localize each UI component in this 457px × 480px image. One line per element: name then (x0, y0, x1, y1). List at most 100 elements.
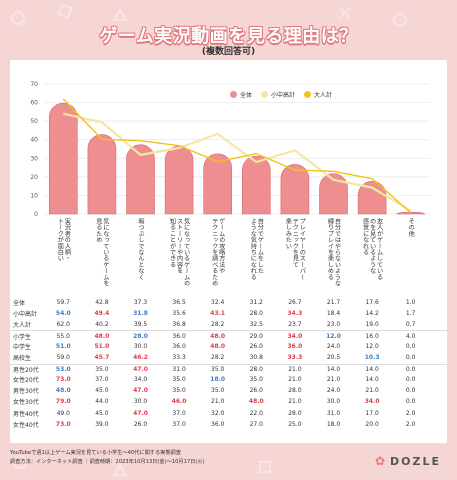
table-cell: 47.0 (133, 387, 148, 395)
table-cell: 35.0 (249, 376, 263, 384)
bar (280, 164, 310, 215)
x-tick-label: その他 (407, 218, 414, 238)
table-row-label: 男性30代 (13, 388, 39, 396)
x-tick-label: ような気持ちになれる (249, 218, 256, 280)
table-cell: 21.0 (288, 366, 302, 374)
table-cell: 28.2 (211, 320, 225, 328)
table-cell: 53.0 (55, 366, 71, 374)
table-row: 男性30代 48.0 45.0 47.0 35.0 35.0 26.0 28.0 24.0 21.… (10, 386, 447, 396)
table-cell: 34.3 (287, 309, 303, 317)
chart-card (10, 60, 447, 443)
table-cell: 26.7 (288, 298, 302, 306)
bar (319, 173, 348, 215)
table-cell: 59.7 (56, 298, 70, 306)
table-cell: 27.0 (249, 420, 263, 428)
x-tick-label: 自分でゲームをした (256, 217, 263, 274)
x-tick-label: 暇つぶしでなんとなく (137, 218, 144, 280)
table-cell: 28.0 (288, 409, 302, 417)
table-row: 女性30代 79.0 44.0 30.0 46.0 21.0 48.0 21.0 30.0 34.… (10, 397, 447, 407)
table-cell: 32.0 (211, 409, 225, 417)
table-cell: 22.0 (249, 409, 263, 417)
table-cell: 35.0 (95, 366, 109, 374)
table-cell: 39.0 (95, 420, 109, 428)
table-cell: 42.8 (95, 298, 109, 306)
table-row-label: 男性40代 (13, 410, 39, 418)
table-cell: 0.0 (405, 342, 416, 350)
legend-label-minors: 小中高計 (271, 92, 296, 99)
table-cell: 33.3 (287, 354, 303, 361)
table-cell: 32.5 (249, 320, 263, 328)
table-row-label: 小学生 (13, 333, 32, 341)
table-row-label: 男性20代 (13, 367, 39, 375)
table-cell: 45.7 (94, 354, 110, 361)
table-row-label: 女性40代 (13, 421, 39, 429)
bar (357, 181, 387, 215)
table-cell: 54.0 (55, 309, 71, 317)
table-cell: 21.0 (288, 376, 302, 384)
y-tick-label: 10 (30, 192, 38, 199)
x-tick-label: ストーリーや内容を (176, 218, 183, 274)
table-cell: 34.0 (133, 376, 148, 384)
table-cell: 0.0 (405, 354, 416, 361)
table-cell: 32.4 (211, 298, 225, 306)
x-tick-label: 自分ではやらないような (334, 217, 341, 286)
chart-legend: 全体 小中高計 大人計 (230, 90, 332, 99)
bar (203, 153, 232, 215)
table-cell: 25.0 (288, 420, 302, 428)
table-cell: 20.5 (326, 354, 341, 361)
x-tick-label: ゲームの攻略方法や (218, 217, 225, 274)
table-row: 高校生 59.0 45.7 46.2 33.3 28.2 30.8 33.3 20.5 10.3 0… (10, 353, 447, 363)
table-row-label: 大人計 (13, 321, 32, 329)
table-cell: 14.0 (326, 366, 341, 374)
table-cell: 51.0 (94, 342, 110, 350)
legend-swatch-overall (230, 91, 237, 98)
table-cell: 16.0 (365, 332, 379, 340)
table-cell: 49.0 (56, 409, 70, 417)
table-cell: 35.0 (172, 387, 186, 395)
table-cell: 12.0 (365, 342, 379, 350)
table-row: 全体 59.7 42.8 37.3 36.5 32.4 31.2 26.7 21.7 17.6 1.… (10, 297, 447, 307)
brand-name: DOZLE (390, 454, 441, 468)
table-row-label: 高校生 (13, 355, 32, 362)
brand-logo: ✿ DOZLE (375, 454, 441, 468)
legend-label-overall: 全体 (240, 92, 253, 99)
x-tick-label: 感覚になれる (362, 217, 369, 255)
table-cell: 14.0 (365, 376, 379, 384)
table-row-label: 女性20代 (13, 377, 39, 385)
table-cell: 20.0 (365, 420, 379, 428)
bar (242, 155, 271, 215)
table-cell: 35.0 (211, 366, 225, 374)
table-cell: 30.8 (249, 354, 263, 361)
bar (87, 134, 117, 215)
table-cell: 33.3 (172, 354, 186, 361)
table-cell: 48.0 (210, 332, 226, 340)
table-cell: 59.0 (56, 354, 70, 361)
table-cell: 36.8 (172, 320, 186, 328)
table-cell: 1.7 (405, 309, 416, 317)
table-cell: 17.0 (365, 409, 379, 417)
table-cell: 31.2 (249, 298, 263, 306)
table-cell: 46.2 (133, 354, 148, 361)
table-cell: 31.0 (326, 409, 341, 417)
x-tick-label: 気になっているゲームを (102, 217, 109, 286)
table-cell: 0.0 (405, 387, 416, 395)
table-cell: 0.0 (405, 398, 416, 406)
table-cell: 23.7 (288, 320, 302, 328)
table-cell: 34.0 (364, 398, 380, 406)
page-subtitle: (複数回答可) (201, 47, 256, 57)
table-cell: 28.0 (249, 366, 263, 374)
table-cell: 0.7 (405, 320, 416, 328)
table-cell: 21.0 (288, 398, 302, 406)
table-cell: 19.0 (365, 320, 379, 328)
footer-survey-method: 調査方法：インターネット調査 ｜調査時期：2023年10月13日(金)～10月1… (10, 459, 205, 465)
page-title: ゲーム実況動画を見る理由は？ (99, 26, 358, 47)
y-tick-label: 0 (34, 211, 38, 218)
table-cell: 24.0 (326, 342, 341, 350)
series-line (63, 112, 412, 212)
table-row: 男性20代 53.0 35.0 47.0 31.0 35.0 28.0 21.0 14.0 14.… (10, 363, 447, 375)
table-row-label: 全体 (13, 299, 26, 307)
table-cell: 21.7 (326, 298, 341, 306)
table-cell: 37.0 (172, 420, 186, 428)
